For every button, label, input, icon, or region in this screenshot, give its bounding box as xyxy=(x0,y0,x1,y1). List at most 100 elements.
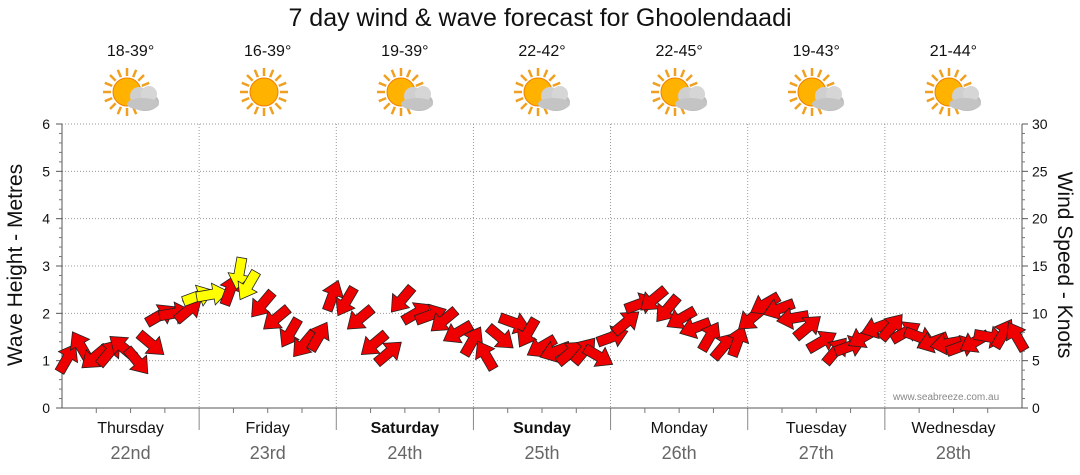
arrow-shape xyxy=(122,345,149,375)
grid-lines xyxy=(62,123,1022,430)
arrow-shape xyxy=(373,341,402,368)
day-date: 28th xyxy=(935,443,971,463)
tick-label-right: 20 xyxy=(1032,211,1048,227)
wind-arrow xyxy=(122,345,149,375)
day-temperature: 19-39° xyxy=(381,43,429,60)
day-date: 22nd xyxy=(110,443,151,463)
wind-arrow xyxy=(539,340,573,363)
arrow-shape xyxy=(227,256,251,291)
day-name: Monday xyxy=(650,420,708,437)
tick-label-right: 25 xyxy=(1032,163,1048,179)
arrow-shape xyxy=(346,304,376,330)
arrow-shape xyxy=(335,284,359,317)
wind-arrow xyxy=(475,340,499,372)
partly-cloudy-icon xyxy=(786,66,850,130)
arrow-shape xyxy=(539,340,573,363)
wind-arrow xyxy=(135,329,165,355)
wind-arrow xyxy=(762,298,796,321)
arrow-shape xyxy=(610,311,640,337)
arrow-shape xyxy=(263,304,292,330)
arrow-shape xyxy=(727,325,750,359)
y-axis-label-right: Wind Speed - Knots xyxy=(1053,171,1076,359)
wind-arrow xyxy=(251,288,277,318)
day-date: 24th xyxy=(387,443,423,463)
wind-arrow xyxy=(581,343,614,367)
arrow-shape xyxy=(1005,321,1030,354)
tick-label-right: 15 xyxy=(1032,258,1048,274)
arrow-shape xyxy=(776,306,810,330)
arrow-shape xyxy=(321,279,345,313)
arrow-shape xyxy=(135,329,165,355)
wind-arrow xyxy=(390,283,417,313)
wind-arrow xyxy=(666,305,698,330)
tick-label-left: 6 xyxy=(42,116,50,132)
tick-label-left: 5 xyxy=(42,163,50,179)
arrow-shape xyxy=(792,316,821,342)
arrow-shape xyxy=(293,328,319,358)
arrow-shape xyxy=(251,288,277,318)
arrow-shape xyxy=(666,305,698,330)
arrow-shape xyxy=(697,321,721,354)
arrow-shape xyxy=(430,305,460,332)
credit-link[interactable]: www.seabreeze.com.au xyxy=(893,392,1000,403)
wind-arrow xyxy=(306,321,330,354)
tick-label-right: 30 xyxy=(1032,116,1048,132)
wind-arrow xyxy=(442,319,475,344)
wind-arrow xyxy=(360,329,390,355)
axis-ticks: 0 1 2 3 4 5 6 0 5 10 15 20 25 30 xyxy=(42,116,1048,416)
arrow-shape xyxy=(581,343,614,367)
partly-cloudy-icon xyxy=(512,66,576,130)
tick-label-left: 1 xyxy=(42,353,50,369)
arrow-shape xyxy=(484,322,514,349)
wind-arrow xyxy=(640,285,670,311)
partly-cloudy-icon xyxy=(375,66,439,130)
arrow-shape xyxy=(679,316,713,340)
wind-arrow xyxy=(293,328,319,358)
arrow-shape xyxy=(306,321,330,354)
tick-label-left: 4 xyxy=(42,211,50,227)
arrow-shape xyxy=(237,268,261,301)
day-temperature: 22-45° xyxy=(655,43,703,60)
wind-arrow xyxy=(373,341,402,368)
day-date: 25th xyxy=(524,443,560,463)
tick-label-left: 3 xyxy=(42,258,50,274)
tick-label-right: 10 xyxy=(1032,305,1048,321)
day-temperature: 21-44° xyxy=(929,43,978,60)
arrow-shape xyxy=(360,329,390,355)
day-temperature: 18-39° xyxy=(106,43,155,60)
wind-arrow xyxy=(54,343,79,375)
y-axis-label-left: Wave Height - Metres xyxy=(4,163,27,367)
arrow-shape xyxy=(656,293,682,323)
wind-arrow xyxy=(484,322,514,349)
day-temperature: 16-39° xyxy=(244,43,292,60)
day-name: Tuesday xyxy=(785,420,847,437)
tick-label-left: 0 xyxy=(42,400,50,416)
wind-arrows xyxy=(54,256,1030,375)
day-name: Saturday xyxy=(370,420,440,437)
wind-arrow xyxy=(727,325,750,359)
wind-arrow xyxy=(263,304,292,330)
wind-arrow xyxy=(227,256,251,291)
wind-arrow xyxy=(776,306,810,330)
partly-cloudy-icon xyxy=(649,66,713,130)
arrow-shape xyxy=(877,313,903,343)
day-date: 23rd xyxy=(249,443,286,463)
sunny-icon xyxy=(238,66,302,130)
wind-arrow xyxy=(697,321,721,354)
wind-arrow xyxy=(679,316,713,340)
wind-arrow xyxy=(346,304,376,330)
wind-arrow xyxy=(321,279,345,313)
tick-label-right: 5 xyxy=(1032,353,1040,369)
tick-label-right: 0 xyxy=(1032,400,1040,416)
arrow-shape xyxy=(54,343,79,375)
wind-arrow xyxy=(1005,321,1030,354)
day-date: 27th xyxy=(798,443,834,463)
tick-label-left: 2 xyxy=(42,305,50,321)
arrow-shape xyxy=(762,298,796,321)
arrow-shape xyxy=(442,319,475,344)
wind-arrow xyxy=(237,268,261,301)
wind-arrow xyxy=(430,305,460,332)
day-temperature: 19-43° xyxy=(792,43,840,60)
wind-arrow xyxy=(656,293,682,323)
